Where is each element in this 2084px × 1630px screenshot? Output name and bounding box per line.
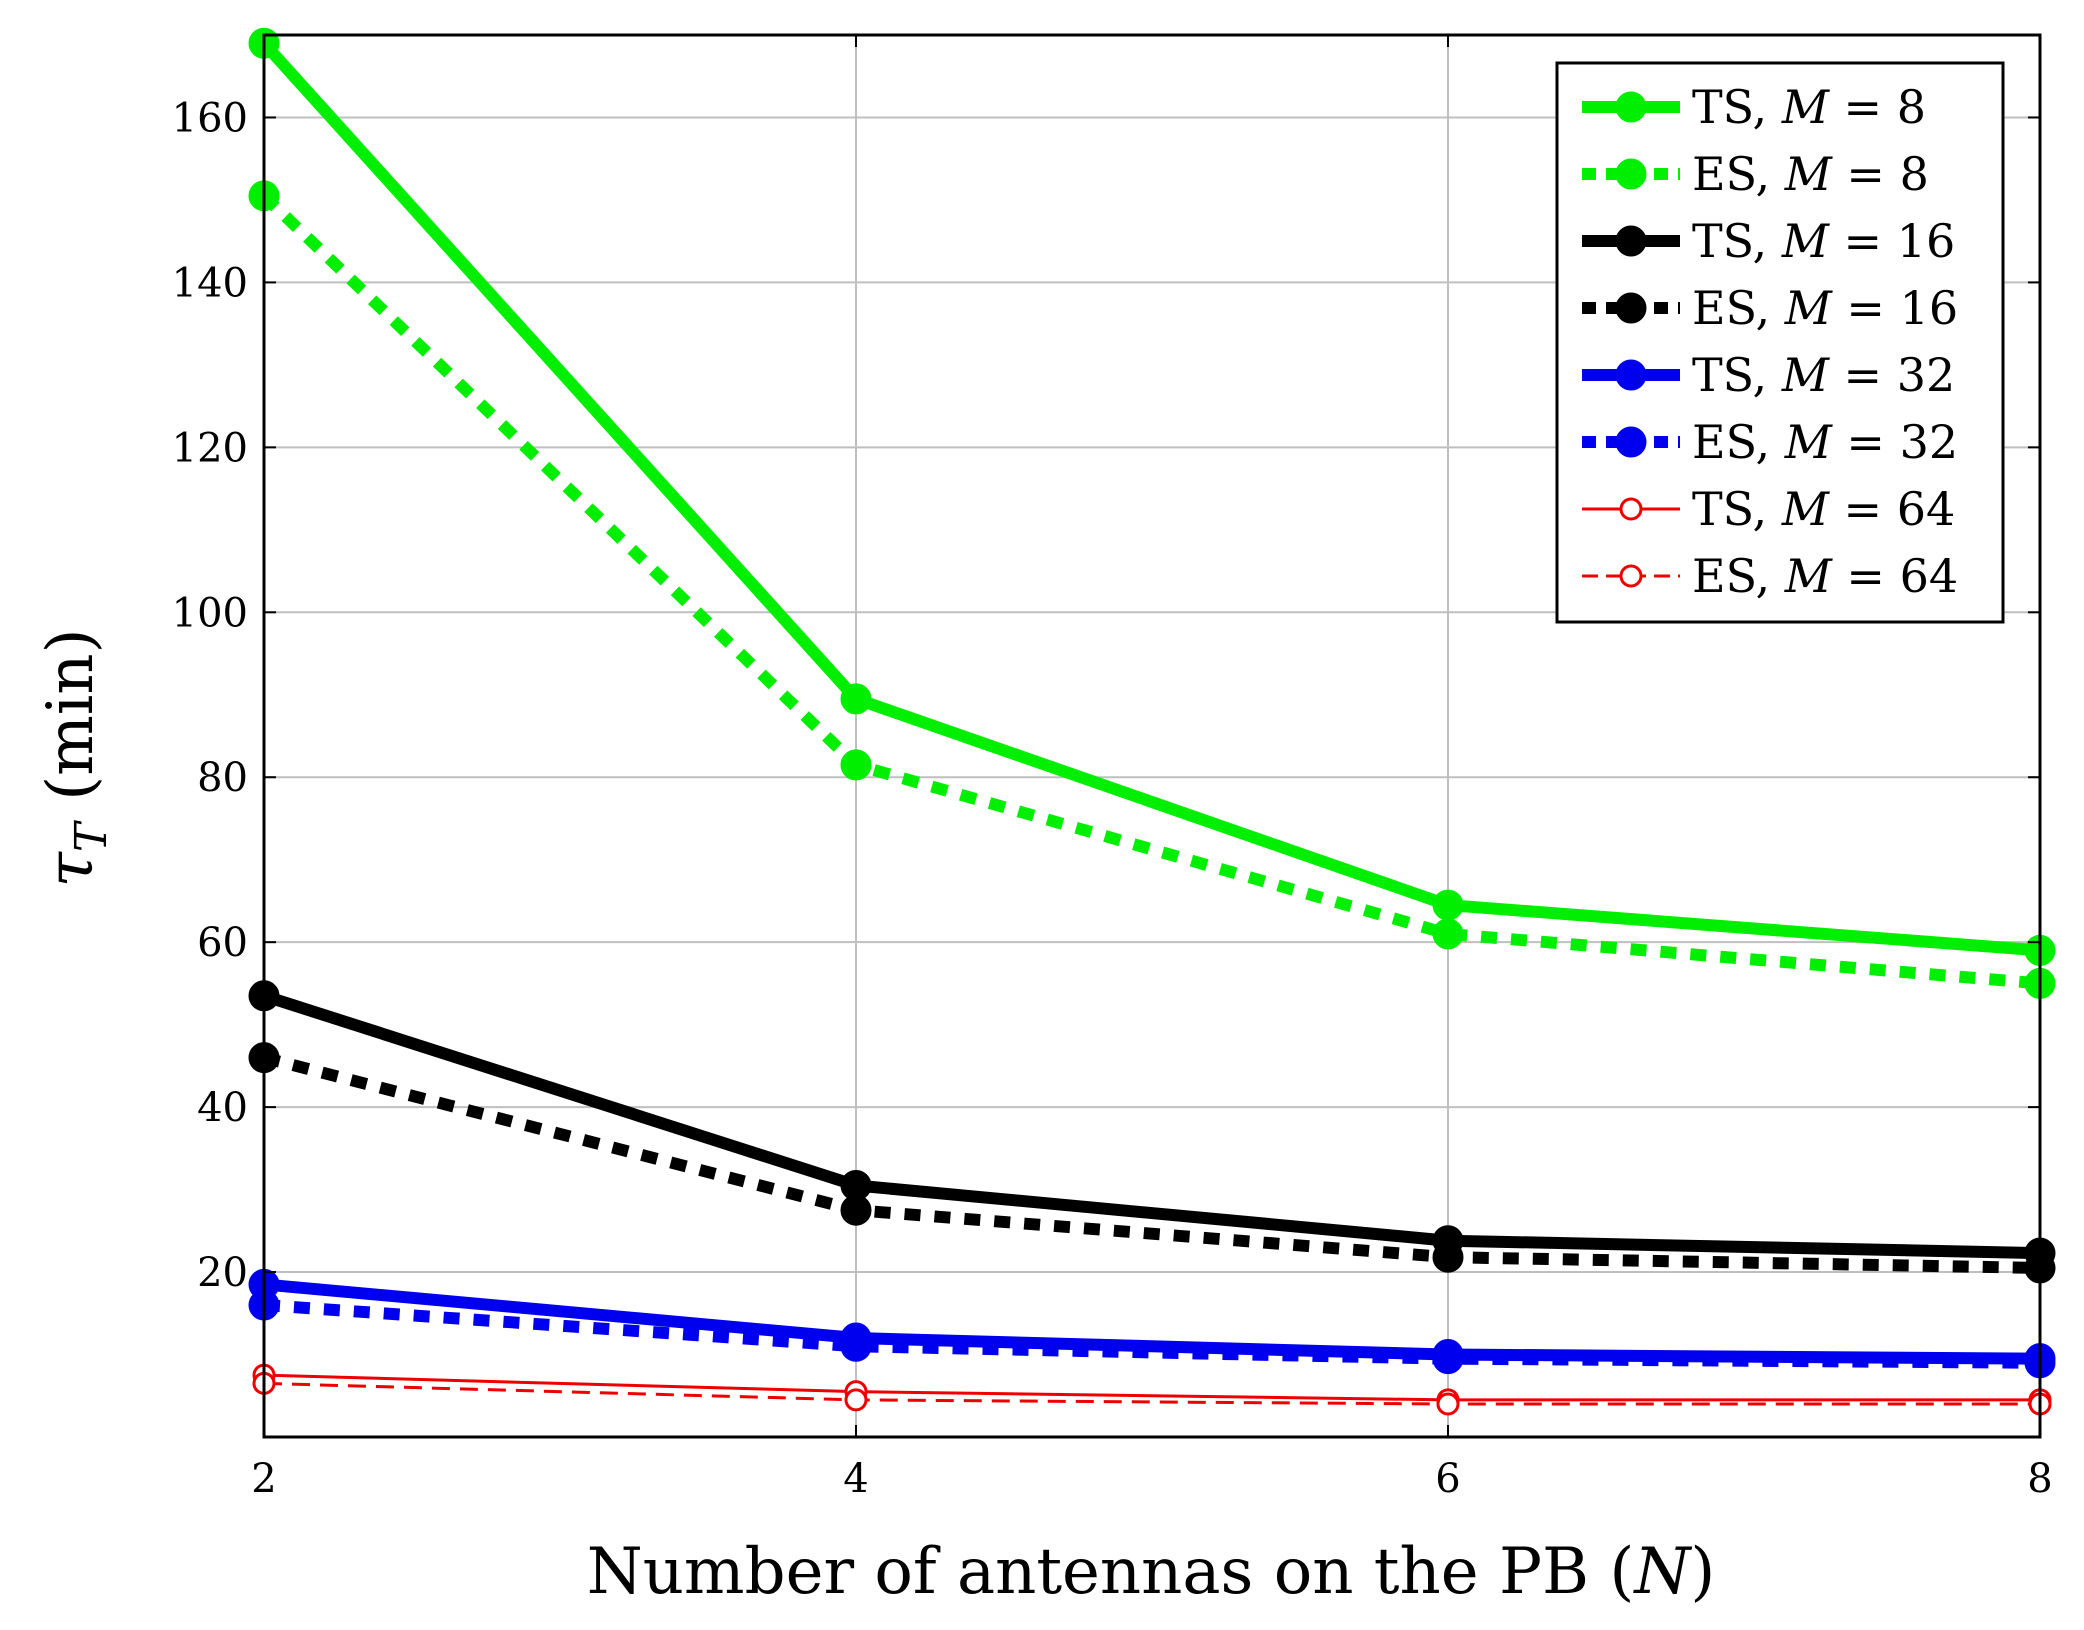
y-tick-label-4: 100 — [172, 590, 248, 636]
legend-label-2: TS, M = 16 — [1692, 214, 1955, 268]
y-tick-label-3: 80 — [197, 755, 248, 801]
legend-marker-0 — [1615, 91, 1647, 123]
point-1-2 — [1432, 918, 1464, 950]
legend: TS, M = 8 ES, M = 8 TS, M = 16 ES, M = 16 TS… — [1555, 61, 2005, 624]
x-tick-label-1: 4 — [843, 1456, 868, 1502]
point-0-2 — [1432, 889, 1464, 921]
series-line-3 — [262, 1051, 2041, 1274]
series-line-5 — [263, 1299, 2041, 1369]
series-line-6 — [263, 1373, 2040, 1402]
x-tick-label-0: 2 — [251, 1456, 276, 1502]
series-1 — [248, 180, 2056, 999]
y-tick-label-0: 20 — [197, 1250, 248, 1296]
legend-marker-7 — [1619, 564, 1643, 588]
series-2 — [248, 980, 2056, 1269]
y-axis-title: τT(min) — [34, 628, 117, 887]
legend-label-7: ES, M = 64 — [1692, 549, 1958, 603]
legend-marker-2 — [1615, 225, 1647, 257]
point-7-1 — [844, 1388, 868, 1412]
point-5-2 — [1432, 1343, 1464, 1375]
legend-label-5: ES, M = 32 — [1692, 415, 1958, 469]
legend-marker-4 — [1615, 359, 1647, 391]
legend-marker-1 — [1615, 158, 1647, 190]
y-tick-label-1: 40 — [197, 1085, 248, 1131]
legend-marker-5 — [1615, 426, 1647, 458]
legend-label-6: TS, M = 64 — [1692, 482, 1955, 536]
series-7 — [252, 1371, 2052, 1416]
series-4 — [248, 1268, 2056, 1375]
y-tick-label-2: 60 — [197, 920, 248, 966]
y-tick-label-6: 140 — [172, 260, 248, 306]
series-line-0 — [259, 39, 2041, 957]
legend-label-3: ES, M = 16 — [1692, 281, 1958, 335]
point-1-1 — [840, 749, 872, 781]
series-group — [248, 27, 2056, 1416]
point-5-1 — [840, 1330, 872, 1362]
legend-marker-3 — [1615, 292, 1647, 324]
legend-marker-6 — [1619, 497, 1643, 521]
point-3-1 — [840, 1194, 872, 1226]
plot-frame — [262, 33, 2042, 1439]
series-line-4 — [263, 1278, 2041, 1365]
point-0-1 — [840, 683, 872, 715]
y-tick-label-7: 160 — [172, 95, 248, 141]
point-7-2 — [1436, 1392, 1460, 1416]
series-line-7 — [263, 1381, 2040, 1406]
legend-label-1: ES, M = 8 — [1692, 147, 1929, 201]
series-5 — [248, 1289, 2056, 1379]
axis-ticks: 20 40 60 80 100 120 140 160 2 4 6 8 — [172, 35, 2053, 1502]
legend-label-4: TS, M = 32 — [1692, 348, 1955, 402]
legend-label-0: TS, M = 8 — [1692, 80, 1926, 134]
x-tick-label-2: 6 — [1435, 1456, 1460, 1502]
x-tick-label-3: 8 — [2027, 1456, 2052, 1502]
x-axis-title: Number of antennas on the PB (N) — [587, 1535, 1716, 1609]
series-line-2 — [262, 990, 2041, 1260]
point-3-2 — [1432, 1241, 1464, 1273]
legend-box — [1555, 61, 2005, 624]
y-tick-label-5: 120 — [172, 425, 248, 471]
